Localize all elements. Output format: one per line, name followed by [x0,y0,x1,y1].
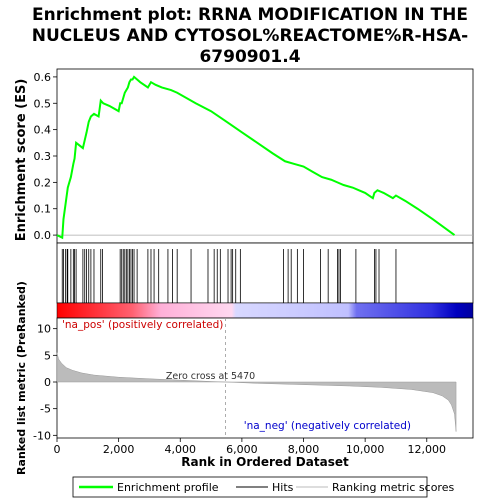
metric-y-tick-label: -10 [33,429,51,442]
metric-x-tick-label: 0 [54,443,61,456]
rank-color-bar [56,302,474,319]
metric-x-tick-label: 10,000 [346,443,385,456]
es-y-tick-label: 0.6 [34,71,52,84]
ranking-metric-area [56,352,457,432]
es-y-tick-label: 0.3 [34,150,52,163]
metric-y-axis-label: Ranked list metric (PreRanked) [15,281,28,475]
es-y-tick-label: 0.2 [34,176,52,189]
metric-x-tick-label: 8,000 [288,443,320,456]
legend-metric-label: Ranking metric scores [332,481,454,494]
es-y-tick-label: 0.4 [34,124,52,137]
neg-correlated-label: 'na_neg' (negatively correlated) [244,420,411,432]
es-y-tick-label: 0.5 [34,97,52,110]
hits-lines [61,249,397,303]
metric-x-tick-label: 2,000 [103,443,135,456]
metric-panel: Zero cross at 5470 'na_pos' (positively … [15,281,474,475]
chart-title-line-1: Enrichment plot: RRNA MODIFICATION IN TH… [32,5,468,25]
metric-y-tick-label: 10 [37,323,51,336]
legend: Enrichment profile Hits Ranking metric s… [72,476,454,498]
legend-hits-label: Hits [272,481,294,494]
metric-y-tick-label: -5 [40,403,51,416]
metric-x-axis: 0 2,000 4,000 6,000 8,000 10,000 12,000 [54,438,447,456]
metric-x-tick-label: 4,000 [165,443,197,456]
metric-y-tick-label: 0 [44,376,51,389]
hits-panel [56,242,474,304]
enrichment-profile-line [56,75,456,240]
chart-title: Enrichment plot: RRNA MODIFICATION IN TH… [32,5,469,67]
metric-y-tick-label: 5 [44,349,51,362]
es-panel: 0.0 0.1 0.2 0.3 0.4 0.5 0.6 Enrichment score (… [14,68,474,244]
metric-x-tick-label: 6,000 [226,443,258,456]
metric-x-axis-label: Rank in Ordered Dataset [181,455,349,469]
es-y-axis-label: Enrichment score (ES) [14,79,29,242]
pos-correlated-label: 'na_pos' (positively correlated) [62,319,223,331]
legend-enrichment-label: Enrichment profile [117,481,219,494]
chart-title-line-2: NUCLEUS AND CYTOSOL%REACTOME%R-HSA- [32,26,469,46]
zero-cross-label: Zero cross at 5470 [166,371,255,382]
metric-x-tick-label: 12,000 [408,443,447,456]
hits-frame [56,242,474,304]
metric-y-axis: -10 -5 0 5 10 [33,323,57,442]
chart-title-line-3: 6790901.4 [199,47,300,67]
es-y-tick-label: 0.0 [34,229,52,242]
es-y-axis: 0.0 0.1 0.2 0.3 0.4 0.5 0.6 [34,71,57,242]
es-y-tick-label: 0.1 [34,203,52,216]
es-plot-frame [56,68,474,244]
